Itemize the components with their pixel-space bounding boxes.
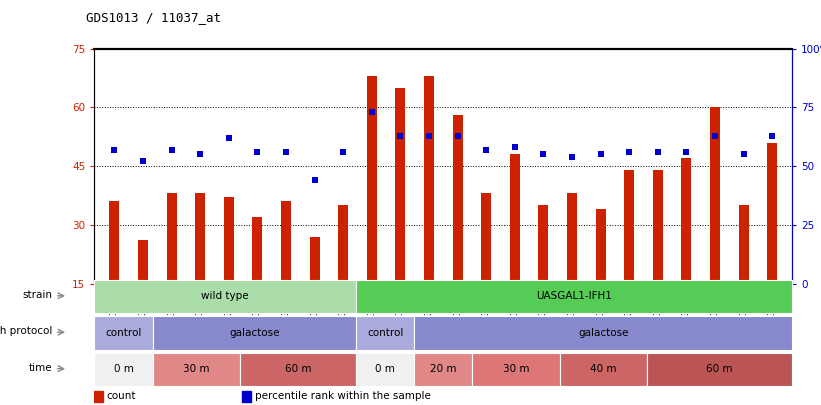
Bar: [252, 217, 263, 284]
Bar: [167, 194, 177, 284]
Bar: [567, 194, 577, 284]
Bar: [338, 205, 348, 284]
Bar: [653, 170, 663, 284]
Text: control: control: [105, 328, 142, 338]
Text: 0 m: 0 m: [375, 364, 395, 374]
Bar: [224, 197, 234, 284]
Bar: [539, 205, 548, 284]
Bar: [424, 76, 434, 284]
Bar: [452, 115, 463, 284]
Bar: [739, 205, 749, 284]
Text: galactose: galactose: [578, 328, 629, 338]
Bar: [281, 201, 291, 284]
Bar: [768, 143, 777, 284]
Text: time: time: [28, 363, 52, 373]
Bar: [138, 241, 148, 284]
Bar: [109, 201, 119, 284]
Text: count: count: [107, 392, 136, 401]
Text: UASGAL1-IFH1: UASGAL1-IFH1: [536, 292, 612, 301]
Bar: [510, 154, 520, 284]
Bar: [94, 391, 103, 402]
Text: growth protocol: growth protocol: [0, 326, 52, 336]
Text: GDS1013 / 11037_at: GDS1013 / 11037_at: [86, 11, 221, 24]
Text: 30 m: 30 m: [502, 364, 530, 374]
Text: percentile rank within the sample: percentile rank within the sample: [255, 392, 430, 401]
Bar: [367, 76, 377, 284]
Bar: [481, 194, 491, 284]
Bar: [396, 88, 406, 284]
Bar: [710, 107, 720, 284]
Text: control: control: [367, 328, 403, 338]
Bar: [624, 170, 635, 284]
Text: galactose: galactose: [229, 328, 280, 338]
Bar: [310, 237, 319, 284]
Text: 60 m: 60 m: [706, 364, 733, 374]
Text: 40 m: 40 m: [590, 364, 617, 374]
Text: wild type: wild type: [201, 292, 249, 301]
Text: 20 m: 20 m: [430, 364, 456, 374]
Bar: [195, 194, 205, 284]
Text: 0 m: 0 m: [113, 364, 134, 374]
Bar: [681, 158, 691, 284]
Bar: [242, 391, 251, 402]
Text: 30 m: 30 m: [183, 364, 209, 374]
Text: strain: strain: [22, 290, 52, 300]
Text: 60 m: 60 m: [285, 364, 311, 374]
Bar: [596, 209, 606, 284]
